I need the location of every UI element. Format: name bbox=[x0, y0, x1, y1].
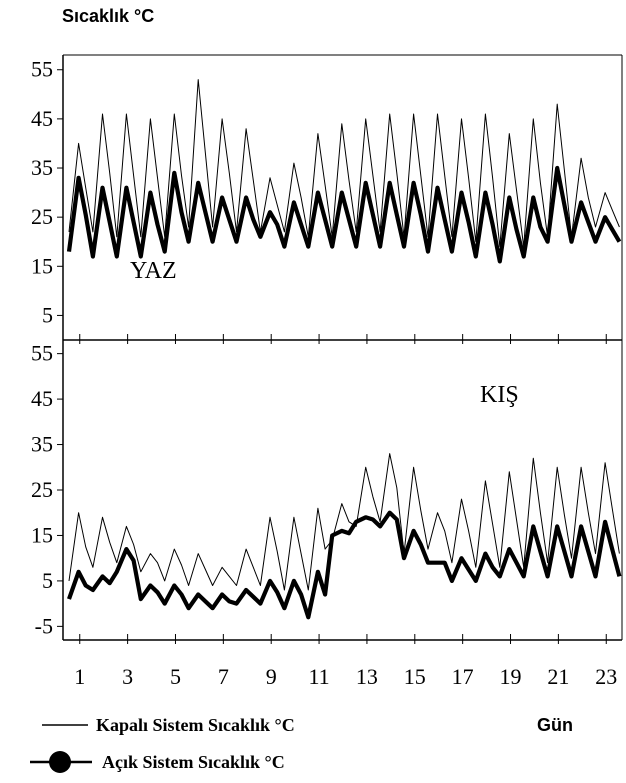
x-tick-label: 21 bbox=[547, 664, 569, 689]
x-tick-label: 3 bbox=[122, 664, 133, 689]
panel-2-y-tick-label: 45 bbox=[31, 386, 53, 411]
panel-1-y-tick-label: 35 bbox=[31, 155, 53, 180]
x-tick-label: 23 bbox=[595, 664, 617, 689]
x-tick-label: 5 bbox=[170, 664, 181, 689]
x-tick-label: 11 bbox=[308, 664, 329, 689]
panel-1-y-tick-label: 25 bbox=[31, 204, 53, 229]
panel-1-y-tick-label: 55 bbox=[31, 57, 53, 82]
legend-marker-acik bbox=[49, 751, 71, 773]
panel-1-series-kapali-sistem bbox=[68, 79, 620, 248]
panel-2-y-tick-label: 5 bbox=[42, 568, 53, 593]
legend-label-kapali: Kapalı Sistem Sıcaklık °C bbox=[96, 715, 295, 735]
panel-2-y-tick-label: -5 bbox=[35, 613, 53, 638]
panel-2-series-kapali-sistem bbox=[68, 453, 620, 591]
panel-2-y-tick-label: 15 bbox=[31, 522, 53, 547]
x-axis-label: Gün bbox=[537, 715, 573, 735]
panel-2-y-tick-label: 55 bbox=[31, 341, 53, 366]
panel-1-y-tick-label: 45 bbox=[31, 106, 53, 131]
x-tick-label: 1 bbox=[74, 664, 85, 689]
legend-label-acik: Açık Sistem Sıcaklık °C bbox=[102, 752, 285, 772]
panel-1-y-tick-label: 5 bbox=[42, 302, 53, 327]
x-tick-label: 17 bbox=[452, 664, 474, 689]
panel-2-series-acik-sistem bbox=[67, 510, 622, 620]
panel-1-series-acik-sistem bbox=[66, 165, 622, 264]
x-tick-label: 15 bbox=[404, 664, 426, 689]
x-tick-label: 9 bbox=[266, 664, 277, 689]
x-tick-label: 13 bbox=[356, 664, 378, 689]
panel-2-y-tick-label: 35 bbox=[31, 432, 53, 457]
panel-2-season-label: KIŞ bbox=[480, 382, 519, 408]
panel-1-y-tick-label: 15 bbox=[31, 253, 53, 278]
x-tick-label: 19 bbox=[500, 664, 522, 689]
panel-1-season-label: YAZ bbox=[130, 258, 177, 284]
panel-2-y-tick-label: 25 bbox=[31, 477, 53, 502]
y-axis-label: Sıcaklık °C bbox=[62, 6, 155, 26]
x-tick-label: 7 bbox=[218, 664, 229, 689]
